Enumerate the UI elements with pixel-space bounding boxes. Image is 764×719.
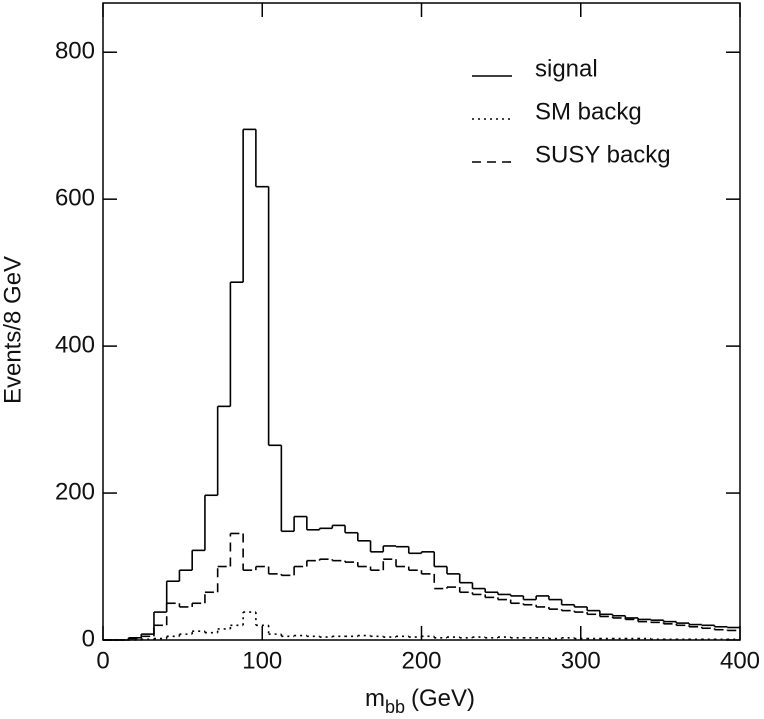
- x-axis-label: mbb (GeV): [365, 685, 475, 716]
- x-tick-label: 0: [96, 647, 109, 674]
- x-label-unit: (GeV): [411, 685, 475, 712]
- legend-label: SUSY backg: [535, 141, 671, 168]
- x-tick-label: 300: [561, 647, 601, 674]
- legend-label: SM backg: [535, 98, 642, 125]
- plot-frame: [102, 2, 741, 641]
- x-tick-label: 200: [401, 647, 441, 674]
- y-tick-label: 0: [82, 625, 95, 652]
- x-label-main: m: [365, 685, 385, 712]
- y-axis-label: Events/8 GeV: [0, 256, 26, 404]
- x-tick-label: 400: [720, 647, 760, 674]
- x-label-sub: bb: [385, 697, 405, 717]
- y-tick-label: 600: [55, 185, 95, 212]
- legend-label: signal: [535, 55, 598, 82]
- y-tick-label: 200: [55, 478, 95, 505]
- y-tick-label: 800: [55, 38, 95, 65]
- y-tick-label: 400: [55, 331, 95, 358]
- x-tick-label: 100: [242, 647, 282, 674]
